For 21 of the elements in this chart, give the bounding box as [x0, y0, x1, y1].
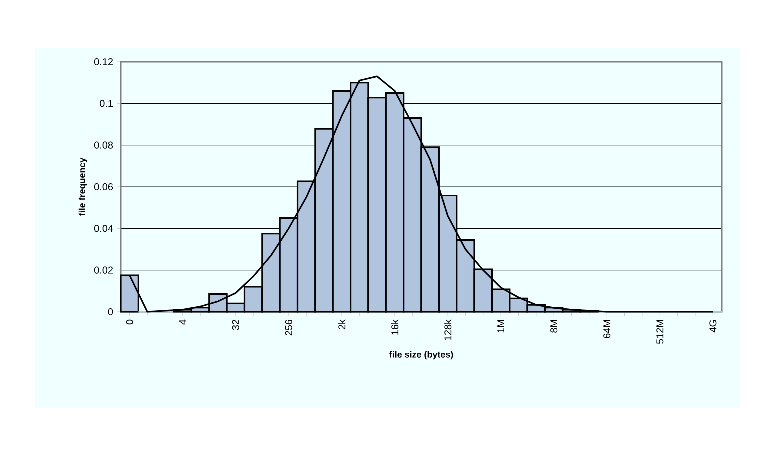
y-tick-label: 0: [108, 308, 114, 316]
x-axis-title: file size (bytes): [390, 351, 454, 360]
x-tick-label: 1M: [498, 320, 504, 333]
x-tick-label: 4G: [710, 320, 717, 333]
y-tick-label: 0.02: [94, 266, 113, 274]
y-tick-label: 0.04: [94, 225, 114, 232]
x-tick-label: 64M: [604, 320, 611, 338]
x-tick-label: 8M: [550, 320, 558, 333]
x-tick-label: 16k: [391, 320, 399, 335]
x-tick-label: 0: [126, 320, 134, 325]
x-tick-label: 128k: [444, 320, 452, 340]
y-tick-label: 0.08: [94, 142, 114, 149]
x-tick-label: 2k: [338, 320, 346, 330]
x-tick-label: 512M: [656, 320, 664, 344]
x-tick-label: 4: [179, 320, 186, 325]
y-tick-label: 0.1: [100, 100, 113, 108]
x-tick-label: 256: [285, 320, 292, 336]
y-axis-title: file frequency: [78, 158, 88, 216]
x-tick-label: 32: [232, 320, 240, 330]
y-tick-label: 0.12: [94, 58, 113, 66]
y-tick-label: 0.06: [94, 183, 114, 191]
